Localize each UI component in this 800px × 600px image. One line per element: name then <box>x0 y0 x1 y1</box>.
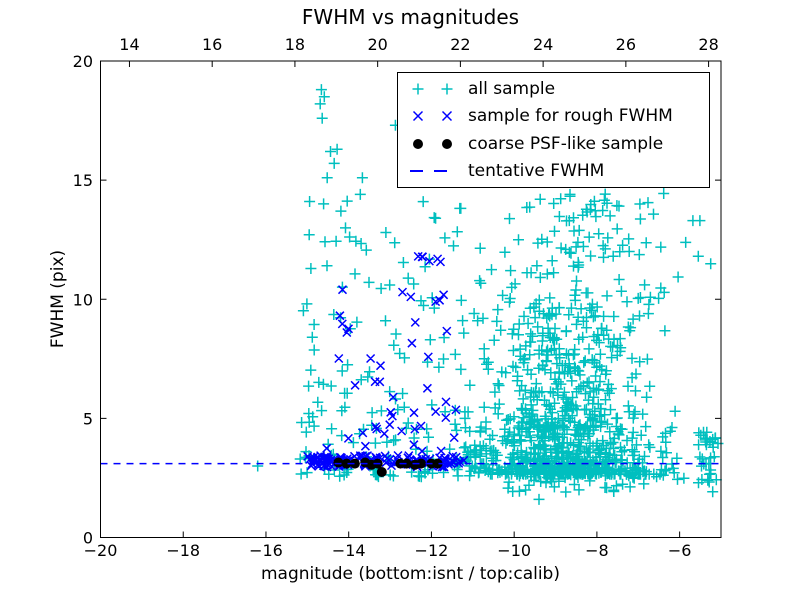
dashed-line-icon <box>404 160 462 182</box>
legend-item-all-sample: all sample <box>404 76 709 102</box>
dot-marker-icon <box>404 133 462 155</box>
series-plus <box>252 84 724 505</box>
top-tick-label: 26 <box>616 35 636 54</box>
top-tick-label: 18 <box>285 35 305 54</box>
legend-label: sample for rough FWHM <box>468 106 673 127</box>
legend-label: coarse PSF-like sample <box>468 133 664 154</box>
top-tick-label: 28 <box>698 35 718 54</box>
series-coarse-psf <box>333 457 443 477</box>
legend-item-rough-fwhm: sample for rough FWHM <box>404 103 709 129</box>
x-axis-label: magnitude (bottom:isnt / top:calib) <box>261 564 560 584</box>
x-tick-label: −8 <box>585 541 609 560</box>
x-tick-label: −16 <box>249 541 283 560</box>
chart-title: FWHM vs magnitudes <box>301 5 520 29</box>
plus-marker-icon <box>404 78 462 100</box>
legend-item-tentative-fwhm: tentative FWHM <box>404 158 709 184</box>
y-tick-label: 5 <box>83 409 93 428</box>
legend-label: all sample <box>468 79 556 100</box>
x-tick-label: −20 <box>84 541 118 560</box>
y-tick-label: 20 <box>73 52 93 71</box>
cross-marker-icon <box>404 105 462 127</box>
legend-label: tentative FWHM <box>468 160 605 181</box>
legend-item-coarse-psf: coarse PSF-like sample <box>404 131 709 157</box>
top-tick-label: 20 <box>367 35 387 54</box>
y-axis-label: FWHM (pix) <box>48 249 68 349</box>
top-tick-label: 14 <box>119 35 139 54</box>
top-tick-label: 16 <box>202 35 222 54</box>
top-tick-label: 22 <box>450 35 470 54</box>
axes-frame <box>100 60 722 538</box>
y-tick-label: 0 <box>83 529 93 548</box>
x-tick-label: −14 <box>332 541 366 560</box>
x-tick-label: −10 <box>497 541 531 560</box>
y-tick-label: 15 <box>73 171 93 190</box>
legend: all sample sample for rough FWHM coarse … <box>397 72 710 188</box>
x-tick-label: −18 <box>166 541 200 560</box>
x-tick-label: −12 <box>415 541 449 560</box>
top-tick-label: 24 <box>533 35 553 54</box>
x-tick-label: −6 <box>668 541 692 560</box>
y-tick-label: 10 <box>73 290 93 309</box>
